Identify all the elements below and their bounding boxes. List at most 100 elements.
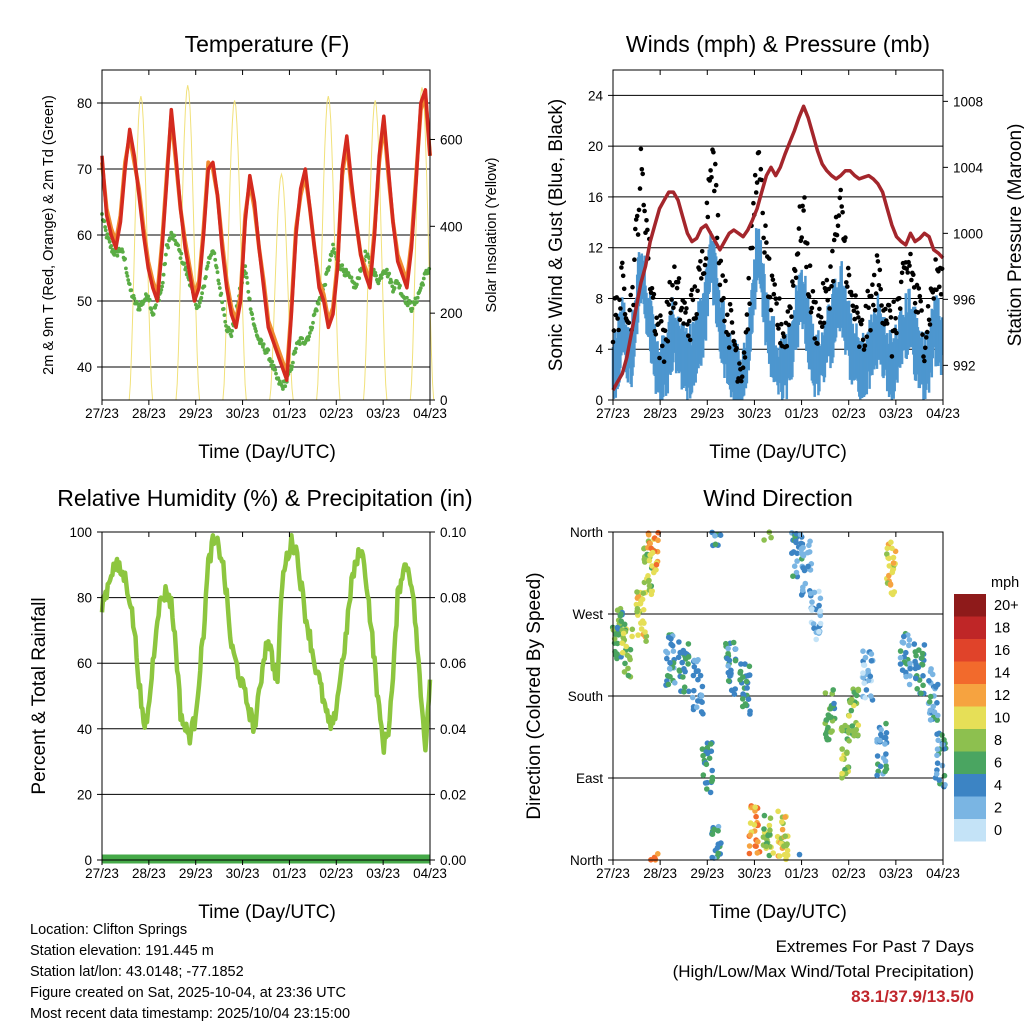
dewpoint-point xyxy=(230,329,235,333)
winds-frame xyxy=(612,69,944,401)
legend-swatch xyxy=(954,796,986,819)
gust-point xyxy=(627,307,632,313)
y-tick-label: West xyxy=(572,607,603,622)
y-right-tick-label: 0.06 xyxy=(440,656,466,671)
gust-point xyxy=(737,361,742,366)
direction-point xyxy=(663,648,669,655)
direction-point xyxy=(784,841,790,847)
gust-point xyxy=(768,307,774,313)
direction-point xyxy=(861,662,868,668)
gust-point xyxy=(773,296,778,302)
dewpoint-point xyxy=(331,242,335,247)
gust-point xyxy=(806,294,812,299)
gust-point xyxy=(875,259,881,264)
direction-point xyxy=(907,660,913,667)
gust-point xyxy=(874,253,880,258)
direction-point xyxy=(822,690,829,696)
gust-point xyxy=(712,188,717,194)
y-right-tick-label: 0.00 xyxy=(440,853,466,868)
gust-point xyxy=(669,297,674,302)
gust-point xyxy=(837,195,843,201)
legend-label: 16 xyxy=(994,643,1010,659)
wind-direction-title: Wind Direction xyxy=(703,485,853,511)
x-tick-label: 28/23 xyxy=(132,406,166,421)
gust-point xyxy=(818,314,824,320)
temperature-ylabel: 2m & 9m T (Red, Orange) & 2m Td (Green) xyxy=(41,95,57,375)
x-tick-label: 30/23 xyxy=(226,406,260,421)
y-tick-label: 60 xyxy=(77,228,92,243)
dewpoint-point xyxy=(115,253,120,258)
direction-point xyxy=(874,772,880,779)
direction-point xyxy=(890,591,896,598)
dewpoint-point xyxy=(102,219,107,224)
dewpoint-point xyxy=(294,346,298,351)
wind-direction-panel: Wind Direction 27/23 28/23 29/23 30/23 01/23… xyxy=(524,485,1019,923)
gust-point xyxy=(897,296,902,301)
direction-point xyxy=(645,532,652,538)
dewpoint-point xyxy=(246,289,251,294)
humidity-title: Relative Humidity (%) & Precipitation (i… xyxy=(57,485,472,511)
direction-point xyxy=(708,741,714,747)
y-right-tick-label: 992 xyxy=(953,358,976,373)
dewpoint-point xyxy=(103,225,107,229)
direction-point xyxy=(753,813,759,820)
direction-point xyxy=(897,648,904,654)
y-tick-label: 24 xyxy=(588,88,604,103)
gust-point xyxy=(615,316,620,321)
direction-point xyxy=(889,569,896,576)
gust-point xyxy=(796,226,802,231)
dewpoint-point xyxy=(204,275,208,279)
direction-point xyxy=(882,768,888,775)
direction-point xyxy=(648,591,655,598)
gust-point xyxy=(616,327,621,333)
direction-point xyxy=(825,724,831,731)
gust-point xyxy=(740,365,746,371)
direction-point xyxy=(882,758,889,764)
gust-point xyxy=(618,306,623,311)
direction-point xyxy=(927,693,934,700)
gust-point xyxy=(869,293,874,299)
gust-point xyxy=(639,167,645,172)
gust-point xyxy=(808,310,814,315)
dewpoint-point xyxy=(316,301,321,306)
gust-point xyxy=(876,283,882,288)
gust-point xyxy=(800,203,805,209)
gust-point xyxy=(828,264,833,269)
gust-point xyxy=(726,345,732,350)
y-tick-label: 4 xyxy=(595,342,603,357)
direction-point xyxy=(672,680,678,686)
dewpoint-point xyxy=(298,342,302,346)
direction-point xyxy=(637,601,644,607)
direction-point xyxy=(755,838,761,845)
direction-point xyxy=(811,589,818,596)
gust-point xyxy=(809,305,815,311)
gust-point xyxy=(686,318,692,324)
direction-point xyxy=(695,698,701,704)
gust-point xyxy=(860,337,866,343)
direction-point xyxy=(666,665,673,672)
direction-point xyxy=(846,738,852,744)
direction-point xyxy=(906,637,913,643)
gust-point xyxy=(784,343,790,349)
dewpoint-point xyxy=(276,376,281,381)
winds-ylabel: Sonic Wind & Gust (Blue, Black) xyxy=(546,99,567,371)
gust-point xyxy=(827,306,832,311)
gust-point xyxy=(821,320,827,326)
direction-point xyxy=(676,667,683,673)
dewpoint-point xyxy=(273,367,278,372)
x-tick-label: 28/23 xyxy=(643,406,677,421)
direction-point xyxy=(667,673,673,680)
solar-ylabel: Solar Insolation (Yellow) xyxy=(484,157,500,312)
dewpoint-point xyxy=(220,300,225,305)
direction-point xyxy=(817,608,824,614)
gust-point xyxy=(924,329,930,335)
dewpoint-point xyxy=(247,297,252,301)
gust-point xyxy=(744,312,750,317)
dewpoint-point xyxy=(217,281,221,286)
gust-point xyxy=(689,287,695,293)
direction-point xyxy=(931,709,938,715)
gust-point xyxy=(771,291,777,297)
direction-point xyxy=(912,658,918,665)
gust-point xyxy=(633,217,639,222)
gust-point xyxy=(636,207,642,213)
